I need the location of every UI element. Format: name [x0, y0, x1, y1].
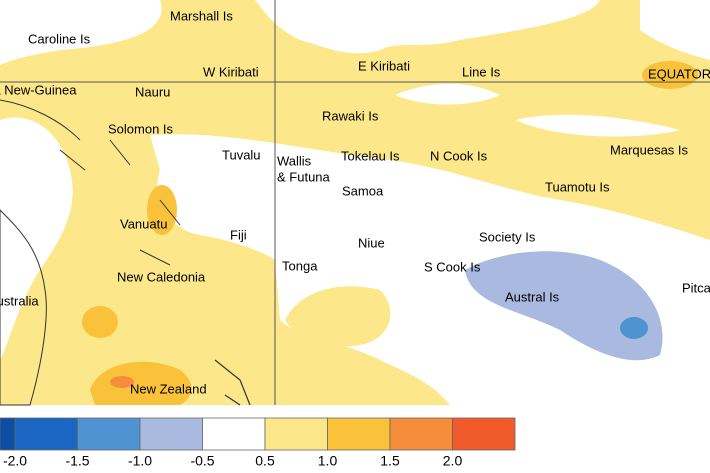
map: Marshall Is Caroline Is W Kiribati E Kiriba… — [0, 0, 710, 406]
place-label: N Cook Is — [430, 148, 488, 163]
neutral-area — [0, 0, 162, 65]
legend-tick-label: -2.0 — [3, 453, 27, 469]
neutral-area — [255, 0, 600, 54]
place-label: Caroline Is — [28, 31, 91, 46]
legend-tick-label: 1.0 — [318, 453, 338, 469]
map-labels: Marshall Is Caroline Is W Kiribati E Kiriba… — [0, 8, 710, 396]
legend-tick-label: 0.5 — [255, 453, 275, 469]
legend: -2.0 -1.5 -1.0 -0.5 0.5 1.0 1.5 2.0 — [0, 417, 516, 469]
place-label: Nauru — [135, 84, 170, 99]
place-label: Fiji — [230, 227, 247, 242]
place-label: Papua New-Guinea — [0, 82, 77, 97]
negative-core — [620, 317, 648, 339]
place-label: New Caledonia — [117, 269, 206, 284]
place-label: Line Is — [462, 64, 501, 79]
neutral-area — [515, 114, 680, 137]
place-label: & Futuna — [277, 169, 331, 184]
coastline — [0, 209, 47, 406]
legend-tick-label: 2.0 — [443, 453, 463, 469]
place-label: Tuvalu — [222, 147, 261, 162]
legend-tick-label: -0.5 — [190, 453, 214, 469]
place-label: Marshall Is — [170, 8, 233, 23]
place-label: S Cook Is — [424, 259, 481, 274]
place-label: Pitcairn — [682, 280, 710, 295]
place-label: Rawaki Is — [322, 108, 379, 123]
place-label: Austral Is — [505, 289, 560, 304]
place-label: Marquesas Is — [610, 142, 689, 157]
negative-area — [465, 251, 663, 361]
legend-swatch — [0, 417, 16, 451]
legend-tick-label: -1.5 — [65, 453, 89, 469]
legend-swatch — [327, 417, 391, 451]
place-label: Samoa — [342, 183, 384, 198]
place-label: Tonga — [282, 258, 318, 273]
positive-core — [147, 185, 177, 235]
place-label: Tokelau Is — [341, 148, 400, 163]
positive-core — [90, 361, 192, 405]
place-label: W Kiribati — [203, 64, 259, 79]
legend-tick-label: 1.5 — [380, 453, 400, 469]
place-label: EQUATOR — [648, 66, 710, 81]
place-label: Australia — [0, 293, 39, 308]
legend-swatch — [264, 417, 328, 451]
legend-swatch — [202, 417, 266, 451]
place-label: Society Is — [479, 229, 536, 244]
place-label: New Zealand — [130, 381, 207, 396]
neutral-area — [150, 134, 710, 406]
neutral-area — [0, 117, 73, 360]
legend-swatch — [389, 417, 453, 451]
positive-area — [285, 286, 391, 347]
place-label: Wallis — [277, 153, 312, 168]
strong-core — [110, 376, 134, 388]
place-label: Solomon Is — [108, 121, 174, 136]
positive-core — [82, 306, 118, 338]
place-label: Tuamotu Is — [545, 179, 610, 194]
neutral-area — [640, 0, 710, 60]
place-label: E Kiribati — [358, 58, 410, 73]
legend-swatch — [452, 417, 516, 451]
legend-swatch — [14, 417, 78, 451]
neutral-area — [395, 83, 500, 105]
legend-swatch — [77, 417, 141, 451]
coastline — [214, 359, 251, 406]
coastline — [0, 99, 181, 266]
legend-swatch — [139, 417, 203, 451]
place-label: Niue — [358, 235, 385, 250]
place-label: Vanuatu — [120, 216, 167, 231]
legend-tick-label: -1.0 — [128, 453, 152, 469]
